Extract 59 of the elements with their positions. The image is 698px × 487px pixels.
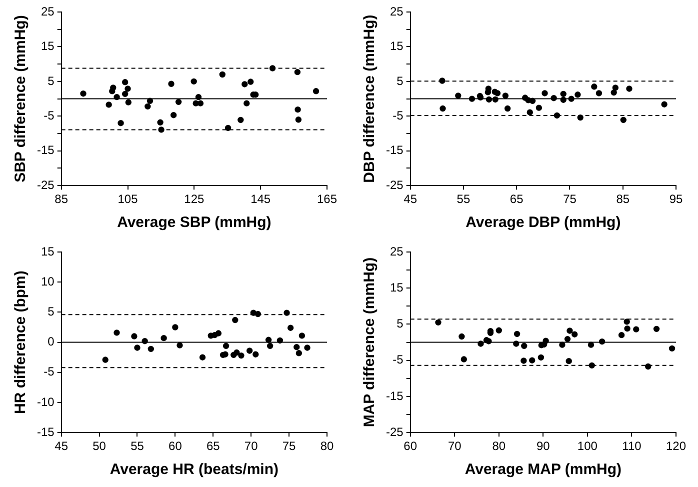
x-tick-label: 90 xyxy=(536,439,550,454)
y-tick-label: 0 xyxy=(48,334,55,349)
y-tick-label: -15 xyxy=(386,388,404,403)
x-tick-label: 100 xyxy=(577,439,598,454)
x-tick-label: 125 xyxy=(184,192,205,206)
x-tick-label: 55 xyxy=(456,192,470,206)
x-tick-label: 55 xyxy=(130,439,144,454)
y-axis-title: DBP difference (mmHg) xyxy=(361,14,378,183)
x-tick-label: 60 xyxy=(404,439,418,454)
y-tick-label: -10 xyxy=(37,394,55,409)
x-tick-label: 70 xyxy=(244,439,258,454)
x-tick-label: 85 xyxy=(54,192,68,206)
y-tick-label: 15 xyxy=(390,39,404,54)
y-tick-label: -25 xyxy=(386,178,404,192)
y-tick-label: 5 xyxy=(48,304,55,319)
x-tick-label: 45 xyxy=(54,439,68,454)
y-tick-label: -5 xyxy=(44,108,55,122)
x-tick-label: 65 xyxy=(510,192,524,206)
x-tick-label: 75 xyxy=(282,439,296,454)
x-axis-title: Average SBP (mmHg) xyxy=(117,214,272,232)
y-tick-label: -25 xyxy=(37,178,55,192)
y-tick-label: 10 xyxy=(40,274,55,288)
y-tick-label: -15 xyxy=(37,424,55,439)
x-tick-label: 120 xyxy=(666,439,686,454)
y-tick-label: -15 xyxy=(386,143,404,158)
x-tick-label: 145 xyxy=(250,192,271,206)
x-tick-label: 65 xyxy=(206,439,220,454)
x-axis-title: Average MAP (mmHg) xyxy=(464,461,622,478)
x-tick-label: 110 xyxy=(622,439,642,454)
y-tick-label: -25 xyxy=(386,424,404,439)
x-tick-label: 165 xyxy=(316,192,338,206)
y-tick-label: 25 xyxy=(390,4,404,18)
y-tick-label: -5 xyxy=(44,364,55,379)
x-axis-title: Average DBP (mmHg) xyxy=(466,214,621,232)
y-axis-title: HR difference (bpm) xyxy=(12,270,30,414)
y-tick-label: 15 xyxy=(390,280,404,294)
y-tick-label: -5 xyxy=(392,108,404,122)
x-tick-label: 75 xyxy=(563,192,577,206)
x-tick-label: 60 xyxy=(168,439,182,454)
y-tick-label: 5 xyxy=(396,74,404,88)
x-tick-label: 85 xyxy=(616,192,630,206)
x-axis-title: Average HR (beats/min) xyxy=(110,461,279,478)
y-tick-label: 15 xyxy=(40,244,55,258)
y-tick-label: -5 xyxy=(392,352,404,367)
y-tick-label: 15 xyxy=(40,39,55,54)
y-tick-label: 25 xyxy=(390,244,404,258)
x-tick-label: 95 xyxy=(669,192,683,206)
y-tick-label: -15 xyxy=(37,143,55,158)
y-axis-title: SBP difference (mmHg) xyxy=(12,15,30,182)
y-tick-label: 5 xyxy=(396,316,404,331)
y-axis-title: MAP difference (mmHg) xyxy=(361,257,378,428)
x-tick-label: 105 xyxy=(118,192,138,206)
x-tick-label: 45 xyxy=(404,192,418,206)
y-tick-label: 25 xyxy=(40,4,55,18)
y-tick-label: 5 xyxy=(48,74,55,88)
x-tick-label: 70 xyxy=(448,439,462,454)
x-tick-label: 80 xyxy=(320,439,334,454)
x-tick-label: 50 xyxy=(92,439,106,454)
x-tick-label: 80 xyxy=(492,439,506,454)
